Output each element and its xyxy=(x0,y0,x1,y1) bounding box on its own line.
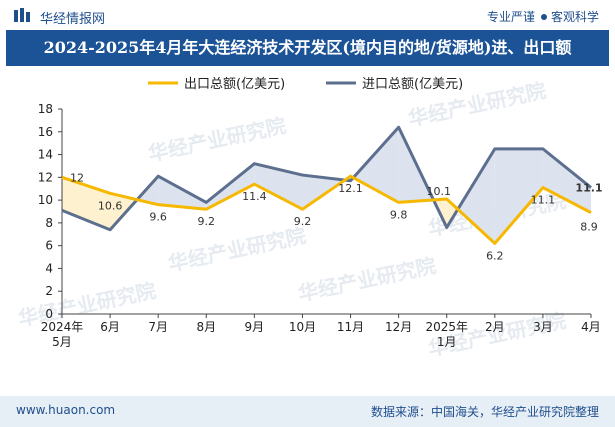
area-between-series xyxy=(457,148,495,244)
footer-website[interactable]: www.huaon.com xyxy=(16,403,116,417)
x-tick-label: 2025年 1月 xyxy=(425,320,468,349)
export-data-label: 12 xyxy=(70,171,84,184)
x-tick-label: 9月 xyxy=(245,320,265,334)
area-between-series xyxy=(494,148,543,244)
export-data-label: 6.2 xyxy=(486,249,504,262)
tagline-right: 客观科学 xyxy=(550,10,599,24)
x-tick-label: 11月 xyxy=(337,320,364,334)
x-tick-label: 3月 xyxy=(533,320,553,334)
export-data-label: 12.1 xyxy=(338,182,363,195)
footer-source: 数据来源：中国海关，华经产业研究院整理 xyxy=(370,405,599,419)
export-data-label: 9.6 xyxy=(149,211,167,224)
x-tick-label: 6月 xyxy=(100,320,120,334)
area-between-series xyxy=(158,176,207,210)
brand-name[interactable]: 华经情报网 xyxy=(40,12,106,27)
y-tick-label: 10 xyxy=(38,193,53,207)
y-tick-label: 18 xyxy=(38,102,53,116)
y-tick-label: 0 xyxy=(45,307,53,321)
export-data-label: 9.8 xyxy=(390,208,408,221)
tagline: 专业严谨 客观科学 xyxy=(487,8,599,25)
x-tick-label: 4月 xyxy=(581,320,601,334)
import-series-line xyxy=(61,125,592,232)
x-tick-label: 12月 xyxy=(385,320,412,334)
dot-icon xyxy=(540,14,547,20)
export-data-label: 9.2 xyxy=(294,215,312,228)
export-data-label: 8.9 xyxy=(580,221,598,234)
watermark-text: 华经产业研究院 xyxy=(16,278,158,331)
watermark-text: 华经产业研究院 xyxy=(146,113,288,166)
y-tick-label: 14 xyxy=(38,148,53,162)
watermark-text: 华经产业研究院 xyxy=(296,253,438,306)
area-between-series xyxy=(542,148,591,213)
chart-title: 2024-2025年4月年大连经济技术开发区(境内目的地/货源地)进、出口额 xyxy=(6,30,609,66)
y-tick-label: 6 xyxy=(45,239,53,253)
y-tick-label: 8 xyxy=(45,216,53,230)
y-tick-label: 12 xyxy=(38,170,53,184)
export-data-label: 11.4 xyxy=(242,190,267,203)
y-tick-label: 4 xyxy=(45,261,53,275)
watermark-text: 华经产业研究院 xyxy=(166,223,308,276)
export-series-line xyxy=(61,174,592,245)
legend-import-label: 进口总额(亿美元) xyxy=(362,77,463,92)
import-data-label: 11.1 xyxy=(575,182,602,195)
brand-logo-icon xyxy=(14,8,30,22)
export-data-label: 9.2 xyxy=(198,215,216,228)
x-tick-label: 8月 xyxy=(196,320,216,334)
x-tick-label: 7月 xyxy=(148,320,168,334)
legend-export-label: 出口总额(亿美元) xyxy=(184,77,285,92)
export-data-label: 11.1 xyxy=(531,194,556,207)
y-tick-label: 16 xyxy=(38,125,53,139)
export-data-label: 10.1 xyxy=(426,185,451,198)
area-between-series xyxy=(254,163,303,210)
x-tick-label: 2024年 5月 xyxy=(41,320,84,349)
export-data-label: 10.6 xyxy=(98,199,123,212)
tagline-left: 专业严谨 xyxy=(486,10,535,24)
y-tick-label: 2 xyxy=(45,284,53,298)
x-tick-label: 10月 xyxy=(289,320,316,334)
top-bar: 华经情报网 专业严谨 客观科学 xyxy=(0,0,615,30)
x-tick-label: 2月 xyxy=(485,320,505,334)
footer: www.huaon.com 数据来源：中国海关，华经产业研究院整理 xyxy=(0,396,615,427)
